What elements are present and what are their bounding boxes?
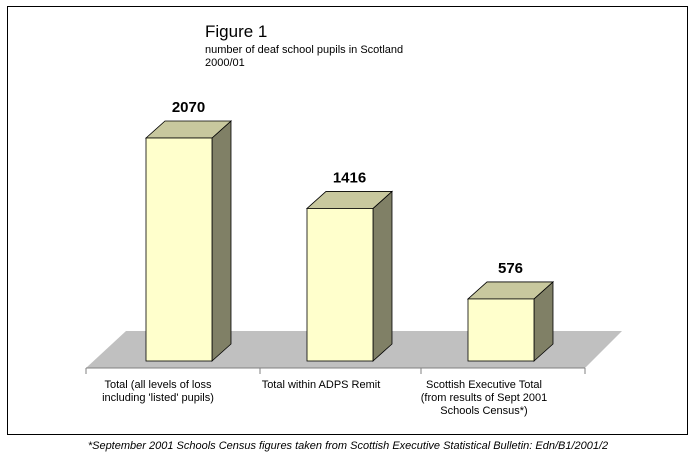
bar-side-2 [372, 190, 393, 362]
bar-3 [467, 298, 535, 362]
footnote: *September 2001 Schools Census figures t… [87, 440, 609, 452]
category-label-1: Total (all levels of loss including 'list… [78, 379, 238, 405]
bar-side-1 [211, 120, 232, 362]
category-label-1-line-1: Total (all levels of loss [104, 379, 212, 391]
data-label-2: 1416 [333, 169, 366, 186]
chart-title: Figure 1 [205, 22, 268, 41]
category-label-3-line-2: (from results of Sept 2001 [420, 392, 548, 404]
subtitle-line-1: number of deaf school pupils in Scotland [205, 44, 404, 56]
subtitle-line-2: 2000/01 [205, 57, 245, 69]
category-label-2-line-1: Total within ADPS Remit [261, 379, 381, 391]
chart-subtitle: number of deaf school pupils in Scotland… [205, 44, 403, 70]
bar-2 [306, 208, 374, 362]
category-label-1-line-2: including 'listed' pupils) [102, 392, 214, 404]
data-label-1: 2070 [172, 99, 205, 116]
bar-1 [145, 137, 213, 362]
data-label-3: 576 [498, 260, 523, 277]
chart-frame [7, 6, 688, 435]
category-label-2: Total within ADPS Remit [241, 379, 401, 392]
category-label-3-line-3: Schools Census*) [440, 405, 528, 417]
category-label-3: Scottish Executive Total (from results of… [404, 379, 564, 418]
category-label-3-line-1: Scottish Executive Total [426, 379, 542, 391]
